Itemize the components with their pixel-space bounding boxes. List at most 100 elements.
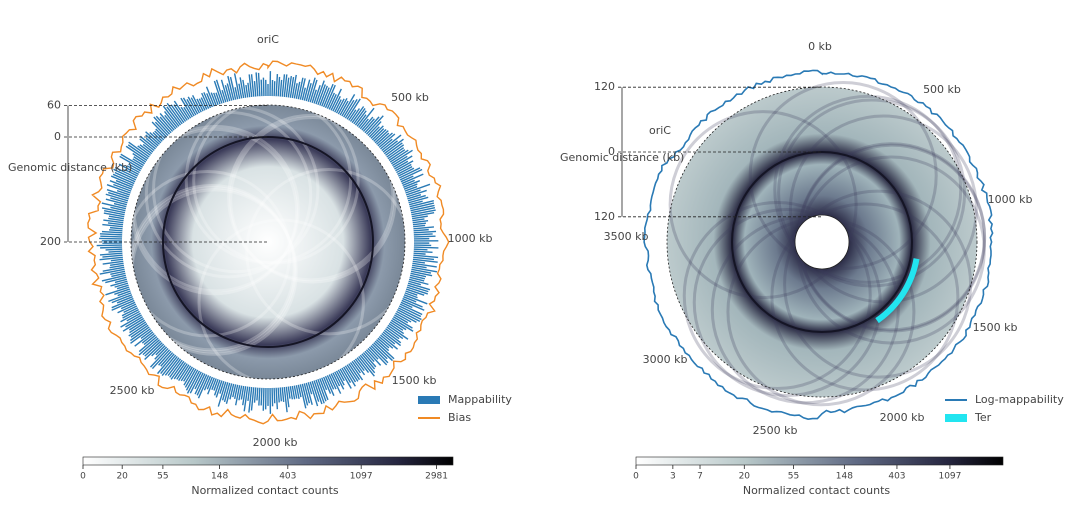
mappability-bar <box>211 378 217 391</box>
mappability-bar <box>206 93 214 108</box>
mappability-bar <box>180 106 190 120</box>
mappability-bar <box>101 230 123 234</box>
mappability-bar <box>341 94 356 117</box>
mappability-bar <box>328 94 337 110</box>
mappability-bar <box>210 92 217 106</box>
mappability-bar <box>105 286 130 296</box>
mappability-bar <box>377 337 390 349</box>
mappability-bar <box>119 155 142 170</box>
mappability-bar <box>386 144 405 158</box>
mappability-bar <box>374 130 389 144</box>
mappability-bar <box>96 244 123 247</box>
mappability-bar <box>349 362 364 381</box>
mappability-bar <box>368 126 380 138</box>
mappability-bar <box>370 125 384 139</box>
mappability-bar <box>145 137 158 148</box>
mappability-bar <box>127 144 149 160</box>
mappability-bar <box>403 294 428 305</box>
mappability-bar <box>108 217 124 222</box>
mappability-bar <box>213 378 219 391</box>
mappability-bar <box>293 83 298 99</box>
colorbar <box>82 456 454 466</box>
mappability-bar <box>385 142 403 156</box>
mappability-bar <box>365 115 384 135</box>
mappability-bar <box>145 131 160 145</box>
mappability-bar <box>110 197 128 204</box>
mappability-bar <box>125 316 143 328</box>
mappability-bar <box>128 163 141 172</box>
mappability-bar <box>410 207 436 214</box>
heatmap-texture <box>229 116 397 284</box>
colorbar-tick-label: 1097 <box>938 472 961 482</box>
mappability-bar <box>130 324 149 338</box>
mappability-bar <box>344 365 357 383</box>
mappability-bar <box>130 326 150 342</box>
mappability-bar <box>410 204 435 212</box>
mappability-bar <box>170 360 185 380</box>
mappability-bar <box>194 373 206 395</box>
colorbar-tick-label: 3 <box>670 472 676 482</box>
mappability-bar <box>162 105 180 127</box>
position-label: 1500 kb <box>973 321 1018 334</box>
mappability-bar <box>398 167 421 179</box>
mappability-bar <box>189 371 202 394</box>
colorbar-tick-label: 2981 <box>425 472 448 482</box>
mappability-bar <box>385 328 400 340</box>
mappability-bar <box>233 73 241 99</box>
mappability-bar <box>408 200 423 206</box>
mappability-bar <box>378 336 394 349</box>
mappability-bar <box>367 121 382 137</box>
mappability-bar <box>196 98 204 112</box>
position-label: 1500 kb <box>392 374 437 387</box>
mappability-bar <box>297 384 302 398</box>
mappability-bar <box>219 380 225 394</box>
mappability-bar <box>403 296 417 303</box>
heatmap-texture <box>788 114 978 304</box>
mappability-bar <box>110 206 126 212</box>
heatmap-texture <box>144 110 313 279</box>
mappability-bar <box>346 364 359 382</box>
mappability-bar <box>319 85 328 106</box>
mappability-bar <box>128 319 146 331</box>
mappability-bar <box>128 141 150 158</box>
legend-swatch <box>945 414 967 422</box>
mappability-bar <box>247 386 251 401</box>
colorbar-tick-label: 0 <box>633 472 639 482</box>
mappability-bar <box>157 353 175 375</box>
legend-swatch <box>418 396 440 404</box>
mappability-bar <box>324 375 335 396</box>
mappability-bar <box>356 114 367 127</box>
mappability-bar <box>362 352 377 368</box>
mappability-bar <box>398 305 422 318</box>
mappability-bar <box>389 321 404 331</box>
mappability-bar <box>275 387 279 410</box>
mappability-bar <box>215 380 223 398</box>
mappability-bar <box>348 363 361 381</box>
mappability-bar <box>334 371 345 390</box>
position-label: 3500 kb <box>604 230 649 243</box>
mappability-bar <box>399 168 423 181</box>
mappability-bar <box>206 376 214 390</box>
mappability-bar <box>289 386 294 400</box>
mappability-bar <box>397 309 421 323</box>
mappability-bar <box>354 358 365 372</box>
mappability-bar <box>368 346 388 366</box>
mappability-bar <box>354 110 367 126</box>
mappability-bar <box>109 262 124 267</box>
mappability-bar <box>116 189 131 196</box>
mappability-bar <box>114 288 131 295</box>
top-label: 0 kb <box>808 40 832 53</box>
mappability-bar <box>364 350 375 363</box>
mappability-bar <box>307 382 313 395</box>
mappability-bar <box>283 74 288 97</box>
mappability-bar <box>382 331 402 347</box>
mappability-bar <box>123 305 138 314</box>
mappability-bar <box>160 352 174 367</box>
mappability-bar <box>301 383 309 406</box>
mappability-bar <box>343 99 355 118</box>
mappability-bar <box>396 310 417 323</box>
position-label: 3000 kb <box>643 353 688 366</box>
mappability-bar <box>99 268 125 275</box>
mappability-bar <box>356 357 370 373</box>
mappability-bar <box>341 367 352 384</box>
